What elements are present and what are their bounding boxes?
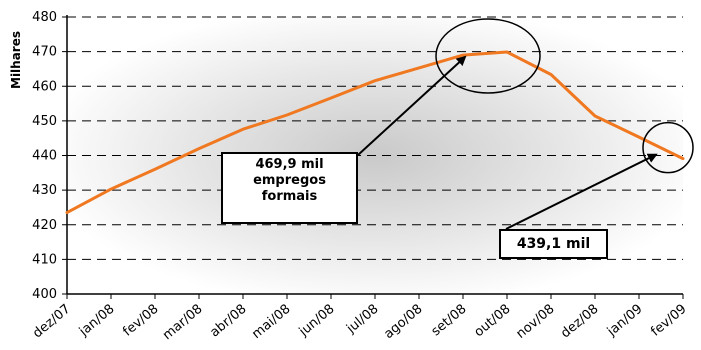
y-tick-label: 420	[32, 218, 57, 233]
x-tick-label: dez/08	[558, 302, 601, 342]
peak-callout-line-3: formais	[261, 189, 318, 204]
y-tick-label: 460	[32, 79, 57, 94]
y-tick-label: 440	[32, 149, 57, 164]
y-tick-label: 430	[32, 183, 57, 198]
x-tick-label: jun/08	[296, 302, 338, 340]
x-tick-label: mar/08	[160, 302, 206, 344]
y-axis-label: Milhares	[9, 31, 23, 89]
series-line-path	[65, 50, 685, 215]
peak-callout-line-1: 469,9 mil	[255, 157, 324, 172]
x-tick-label: out/08	[472, 302, 514, 341]
y-tick-labels: 400 410 420 430 440 450 460 470 480	[32, 10, 67, 302]
x-tick-label: fev/08	[120, 302, 161, 340]
x-tick-label: mai/08	[249, 302, 293, 343]
peak-callout-line-2: empregos	[253, 173, 326, 188]
x-tick-label: ago/08	[381, 302, 425, 342]
peak-circle	[435, 18, 541, 94]
peak-callout: 469,9 mil empregos formais	[221, 152, 358, 224]
x-tick-label: set/08	[429, 302, 470, 340]
x-tick-label: jul/08	[343, 302, 381, 338]
last-callout-line-1: 439,1 mil	[516, 236, 591, 252]
last-value-callout: 439,1 mil	[499, 229, 608, 259]
x-tick-label: fev/09	[648, 302, 689, 340]
x-tick-label: abr/08	[207, 302, 249, 341]
peak-arrow	[357, 55, 467, 156]
last-value-arrow	[505, 153, 658, 230]
y-tick-label: 400	[32, 287, 57, 302]
y-tick-label: 450	[32, 114, 57, 129]
y-tick-label: 470	[32, 45, 57, 60]
series-line	[65, 50, 685, 215]
y-tick-label: 480	[32, 10, 57, 25]
y-tick-label: 410	[32, 252, 57, 267]
x-tick-label: jan/09	[604, 302, 646, 340]
gridlines	[67, 16, 683, 260]
x-tick-label: nov/08	[514, 302, 558, 342]
x-tick-label: dez/07	[30, 302, 73, 342]
x-tick-label: jan/08	[76, 302, 118, 340]
annotations	[357, 18, 694, 230]
last-value-circle	[642, 121, 694, 174]
